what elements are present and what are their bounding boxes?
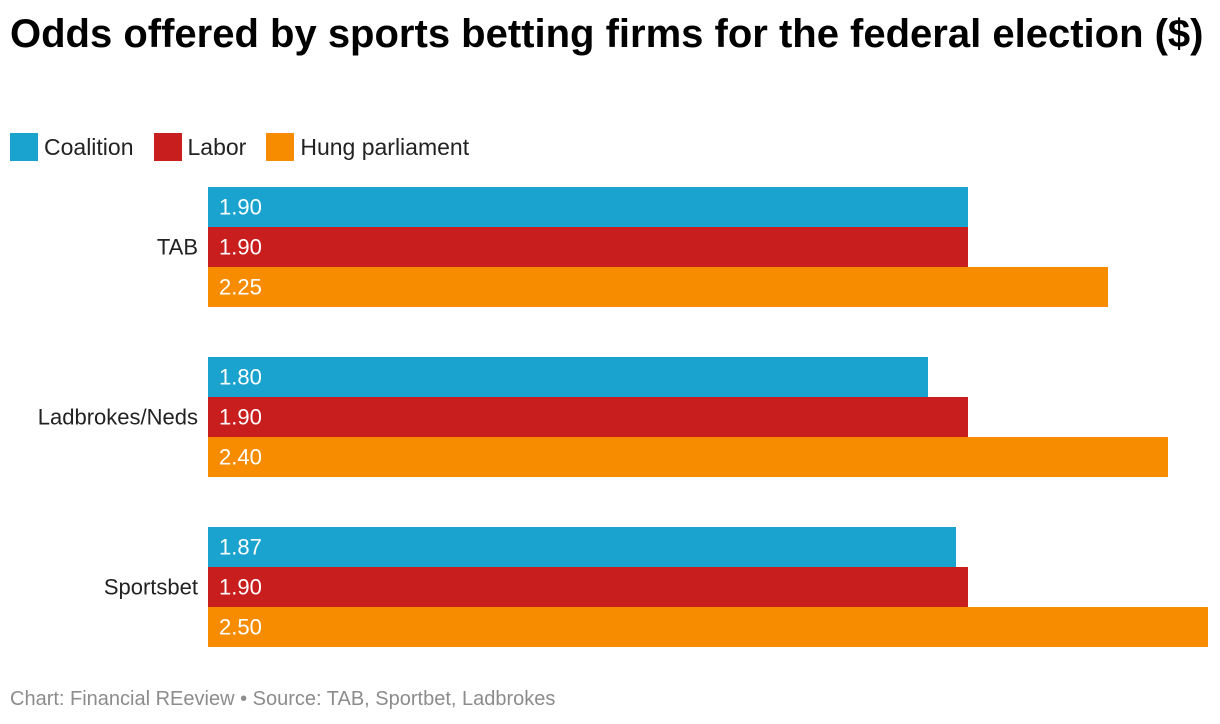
- bar-ladbrokes-neds-hung-parliament: [208, 437, 1168, 477]
- data-label-sportsbet-coalition: 1.87: [219, 535, 262, 560]
- bar-tab-labor: [208, 227, 968, 267]
- chart-source-footer: Chart: Financial REeview • Source: TAB, …: [10, 688, 556, 710]
- legend-item-labor: Labor: [153, 133, 247, 161]
- data-label-ladbrokes-neds-hung-parliament: 2.40: [219, 445, 262, 470]
- legend-swatch-labor: [153, 133, 182, 161]
- legend-label-hung-parliament: Hung parliament: [300, 133, 470, 160]
- bar-sportsbet-hung-parliament: [208, 607, 1208, 647]
- legend-label-labor: Labor: [187, 133, 247, 160]
- legend-item-coalition: Coalition: [10, 133, 134, 161]
- bar-chart: TAB 1.90 1.90 2.25 Ladbrokes/Neds 1.80 1.90 2.4…: [38, 187, 1208, 647]
- data-label-tab-coalition: 1.90: [219, 195, 262, 220]
- data-label-tab-labor: 1.90: [219, 235, 262, 260]
- bar-ladbrokes-neds-labor: [208, 397, 968, 437]
- data-label-tab-hung-parliament: 2.25: [219, 275, 262, 300]
- bar-ladbrokes-neds-coalition: [208, 357, 928, 397]
- category-label-sportsbet: Sportsbet: [104, 575, 198, 600]
- data-label-ladbrokes-neds-labor: 1.90: [219, 405, 262, 430]
- bar-tab-coalition: [208, 187, 968, 227]
- category-label-ladbrokes-neds: Ladbrokes/Neds: [38, 405, 198, 430]
- data-label-ladbrokes-neds-coalition: 1.80: [219, 365, 262, 390]
- legend-swatch-hung-parliament: [266, 133, 295, 161]
- legend: Coalition Labor Hung parliament: [10, 132, 489, 162]
- bar-tab-hung-parliament: [208, 267, 1108, 307]
- legend-label-coalition: Coalition: [44, 133, 134, 160]
- data-label-sportsbet-labor: 1.90: [219, 575, 262, 600]
- bar-group-sportsbet: Sportsbet 1.87 1.90 2.50: [104, 527, 1208, 647]
- data-label-sportsbet-hung-parliament: 2.50: [219, 615, 262, 640]
- category-label-tab: TAB: [157, 235, 198, 260]
- chart-title: Odds offered by sports betting firms for…: [10, 12, 1204, 56]
- bar-group-ladbrokes-neds: Ladbrokes/Neds 1.80 1.90 2.40: [38, 357, 1168, 477]
- bar-sportsbet-labor: [208, 567, 968, 607]
- legend-item-hung-parliament: Hung parliament: [266, 133, 469, 161]
- legend-swatch-coalition: [10, 133, 38, 161]
- bar-sportsbet-coalition: [208, 527, 956, 567]
- bar-group-tab: TAB 1.90 1.90 2.25: [157, 187, 1108, 307]
